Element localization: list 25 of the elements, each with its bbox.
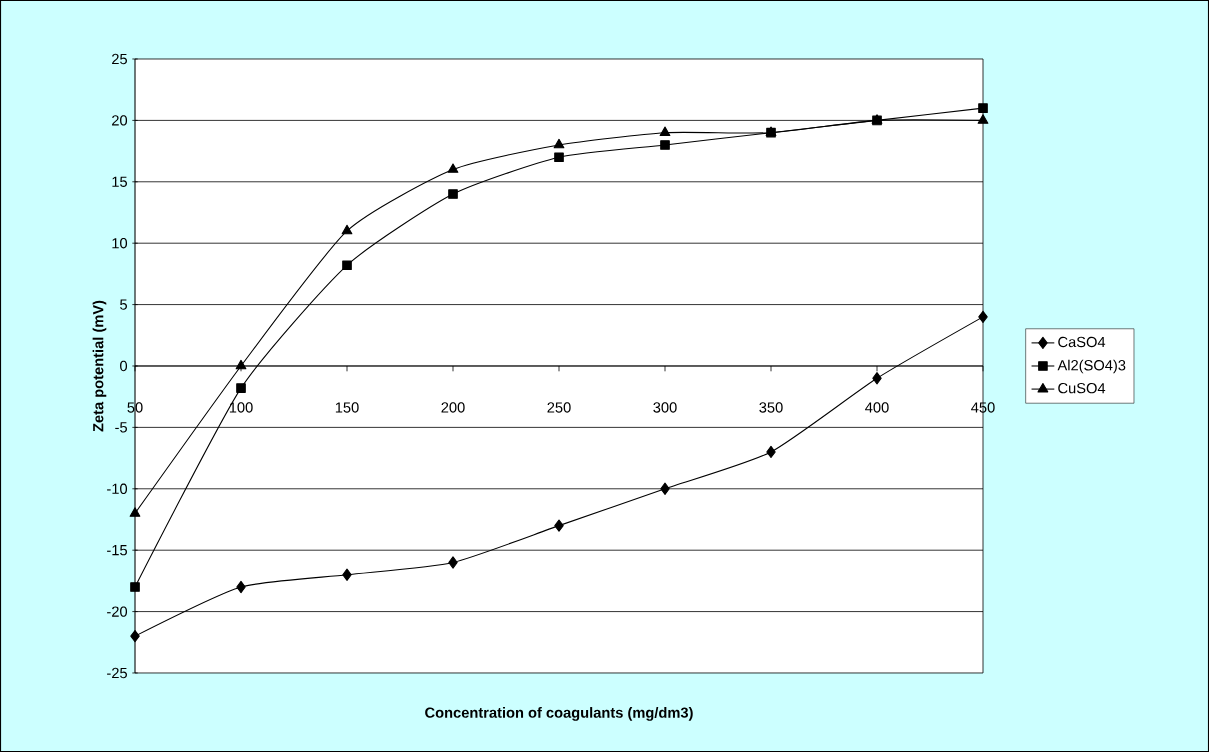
legend-label: Al2(SO4)3 bbox=[1057, 359, 1126, 374]
x-tick-label: 250 bbox=[547, 402, 571, 413]
y-tick-label: 15 bbox=[112, 176, 127, 187]
y-tick-label: -5 bbox=[115, 422, 127, 433]
x-tick-label: 450 bbox=[971, 402, 995, 413]
y-tick-label: 10 bbox=[112, 238, 128, 249]
y-tick-label: 0 bbox=[120, 360, 128, 372]
y-tick-label: -10 bbox=[107, 483, 128, 494]
y-tick-label: 5 bbox=[120, 299, 127, 310]
y-tick-label: 25 bbox=[112, 53, 127, 65]
x-tick-label: 300 bbox=[653, 402, 677, 413]
x-tick-label: 100 bbox=[229, 402, 253, 413]
x-tick-label: 150 bbox=[335, 402, 359, 413]
x-tick-label: 400 bbox=[865, 402, 889, 413]
x-tick-label: 200 bbox=[441, 402, 465, 413]
x-tick-label: 50 bbox=[127, 402, 143, 413]
y-tick-label: -25 bbox=[107, 667, 127, 679]
legend-label: CuSO4 bbox=[1058, 382, 1106, 394]
y-tick-label: -20 bbox=[107, 606, 128, 617]
x-axis-title: Concentration of coagulants (mg/dm3) bbox=[425, 707, 693, 721]
x-tick-label: 350 bbox=[759, 402, 783, 413]
y-axis-title: Zeta potential (mV) bbox=[92, 300, 107, 432]
y-tick-label: 20 bbox=[112, 115, 128, 126]
y-tick-label: -15 bbox=[107, 545, 127, 556]
legend-label: CaSO4 bbox=[1058, 336, 1106, 348]
